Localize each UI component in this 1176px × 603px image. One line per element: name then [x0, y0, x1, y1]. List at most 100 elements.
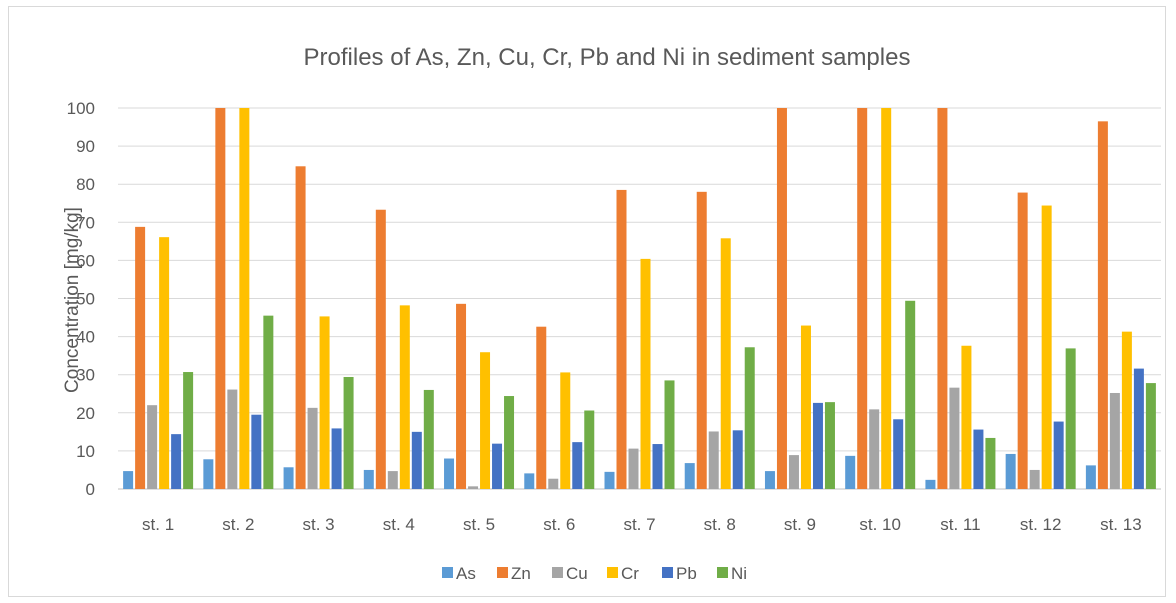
bar-zn-st-1 [135, 226, 146, 489]
legend-label-pb: Pb [676, 564, 697, 583]
x-tick-label: st. 10 [859, 515, 901, 534]
bar-cu-st-13 [1109, 392, 1120, 489]
bar-cr-st-3 [319, 316, 330, 489]
chart-area [8, 6, 1166, 597]
x-tick-label: st. 1 [142, 515, 174, 534]
y-tick-label: 70 [76, 213, 95, 232]
bar-pb-st-5 [492, 443, 503, 489]
bar-pb-st-7 [652, 444, 663, 489]
bar-ni-st-13 [1145, 383, 1156, 489]
legend-label-ni: Ni [731, 564, 747, 583]
bar-ni-st-4 [423, 389, 434, 489]
bar-cu-st-7 [628, 448, 639, 489]
bar-ni-st-3 [343, 376, 354, 489]
bar-zn-st-2 [215, 108, 226, 489]
bar-zn-st-11 [937, 108, 948, 489]
bar-pb-st-13 [1133, 368, 1144, 489]
bar-pb-st-10 [893, 419, 904, 489]
y-tick-label: 80 [76, 175, 95, 194]
chart-title: Profiles of As, Zn, Cu, Cr, Pb and Ni in… [304, 44, 911, 71]
legend-swatch-cr [607, 567, 618, 578]
bar-pb-st-2 [251, 414, 262, 489]
bar-ni-st-12 [1065, 348, 1076, 489]
bar-ni-st-9 [824, 402, 835, 489]
bar-zn-st-13 [1097, 121, 1108, 490]
bar-zn-st-7 [616, 189, 627, 490]
bar-as-st-6 [524, 473, 535, 489]
bar-ni-st-10 [905, 300, 916, 489]
bar-pb-st-12 [1053, 421, 1064, 489]
gridlines [118, 107, 1161, 490]
bar-pb-st-6 [572, 442, 583, 489]
x-tick-label: st. 9 [784, 515, 816, 534]
bar-cr-st-4 [399, 305, 410, 489]
x-tick-label: st. 12 [1020, 515, 1062, 534]
bar-cu-st-1 [147, 405, 158, 489]
y-tick-label: 0 [86, 480, 95, 499]
bar-ni-st-8 [744, 347, 755, 489]
x-tick-label: st. 8 [704, 515, 736, 534]
bar-pb-st-8 [732, 430, 743, 489]
legend-label-cu: Cu [566, 564, 588, 583]
bar-zn-st-10 [857, 108, 868, 489]
bar-as-st-11 [925, 479, 936, 489]
y-tick-label: 20 [76, 404, 95, 423]
bar-zn-st-8 [696, 191, 707, 489]
bar-cu-st-11 [949, 387, 960, 489]
bar-cu-st-10 [869, 409, 880, 489]
legend: As Zn Cu Cr Pb Ni [442, 564, 747, 583]
bar-as-st-3 [283, 467, 294, 489]
legend-swatch-as [442, 567, 453, 578]
bar-zn-st-9 [776, 108, 787, 489]
bar-zn-st-4 [375, 209, 386, 490]
bar-cu-st-6 [548, 478, 559, 489]
bar-as-st-5 [444, 458, 455, 489]
bar-as-st-4 [363, 469, 374, 489]
bar-cr-st-6 [560, 372, 571, 489]
bar-zn-st-5 [456, 303, 467, 489]
bar-as-st-1 [123, 471, 134, 489]
bar-cr-st-10 [881, 108, 892, 489]
bar-pb-st-3 [331, 428, 342, 489]
legend-swatch-pb [662, 567, 673, 578]
bar-as-st-9 [764, 471, 775, 489]
bar-cr-st-13 [1121, 331, 1132, 489]
bar-ni-st-7 [664, 380, 675, 489]
legend-label-as: As [456, 564, 476, 583]
bar-as-st-13 [1085, 465, 1096, 489]
bar-cu-st-3 [307, 407, 318, 489]
bar-ni-st-2 [263, 315, 274, 489]
bar-cu-st-12 [1029, 469, 1040, 489]
y-tick-label: 100 [67, 99, 95, 118]
bar-cr-st-8 [720, 238, 731, 489]
bar-cu-st-5 [468, 486, 479, 489]
bar-as-st-10 [845, 455, 856, 489]
bar-pb-st-11 [973, 429, 984, 489]
bar-ni-st-5 [504, 396, 515, 489]
y-tick-label: 90 [76, 137, 95, 156]
bar-cr-st-7 [640, 258, 651, 489]
bar-cu-st-9 [788, 455, 799, 489]
x-tick-label: st. 3 [303, 515, 335, 534]
bars [123, 108, 1156, 490]
bar-as-st-7 [604, 471, 615, 489]
x-axis-ticks: st. 1 st. 2 st. 3 st. 4 st. 5 st. 6 st. 7 st. 8… [142, 515, 1142, 534]
bar-zn-st-6 [536, 326, 547, 489]
y-tick-label: 40 [76, 328, 95, 347]
x-tick-label: st. 4 [383, 515, 415, 534]
bar-ni-st-6 [584, 410, 595, 489]
y-tick-label: 10 [76, 442, 95, 461]
bar-cr-st-12 [1041, 205, 1052, 489]
legend-label-cr: Cr [621, 564, 639, 583]
x-tick-label: st. 5 [463, 515, 495, 534]
bar-as-st-8 [684, 463, 695, 489]
bar-cr-st-1 [159, 237, 170, 489]
bar-ni-st-1 [183, 372, 194, 489]
bar-cr-st-11 [961, 345, 972, 489]
bar-zn-st-12 [1017, 192, 1028, 489]
legend-swatch-zn [497, 567, 508, 578]
legend-swatch-cu [552, 567, 563, 578]
bar-zn-st-3 [295, 166, 306, 489]
x-tick-label: st. 6 [543, 515, 575, 534]
